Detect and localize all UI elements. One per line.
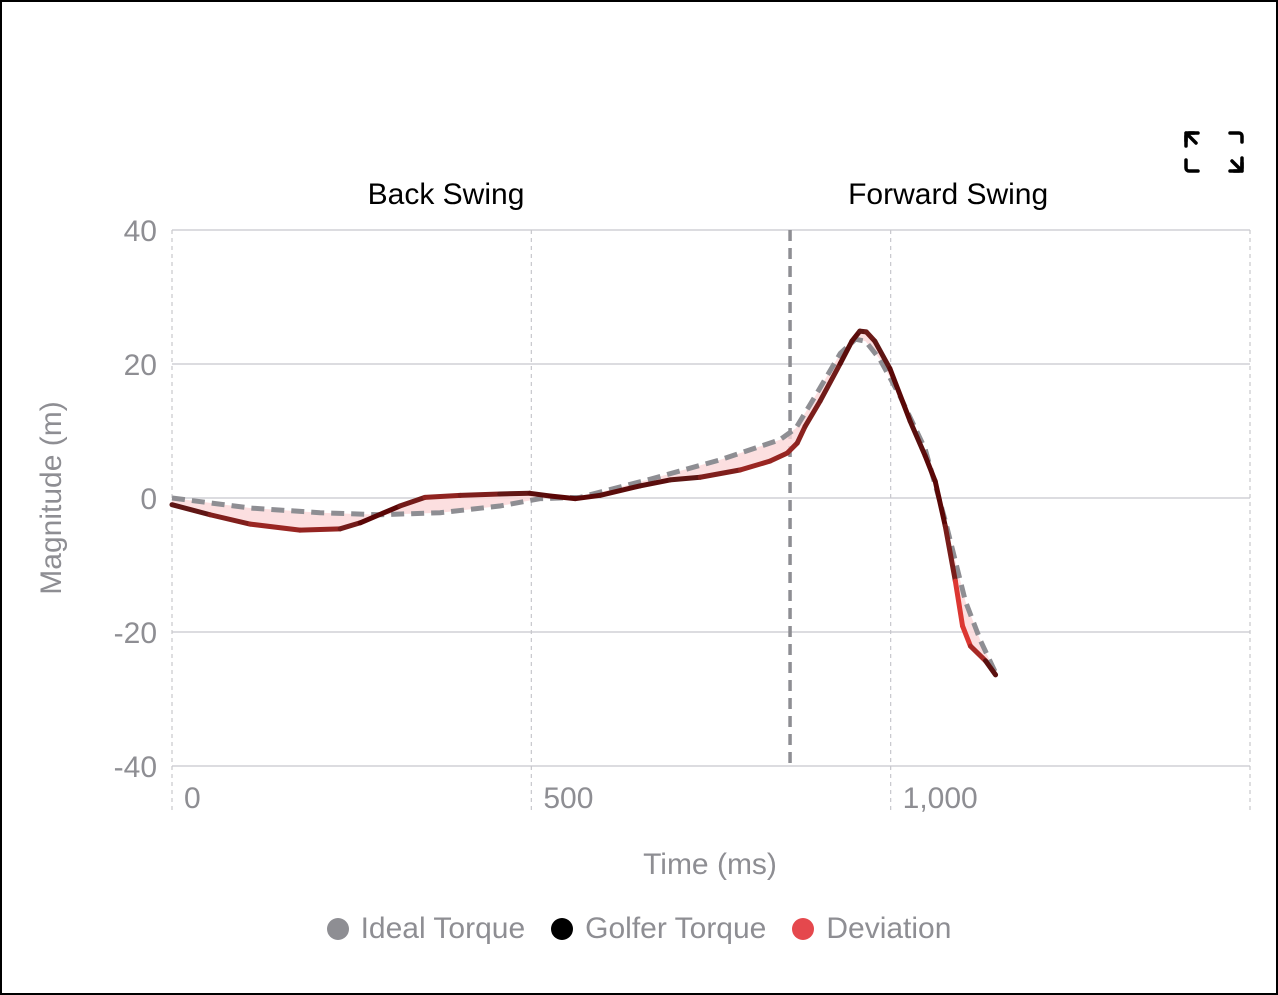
y-tick-label: 20	[124, 349, 157, 382]
golfer-torque-segment	[960, 623, 973, 649]
expand-icon	[1184, 131, 1244, 173]
legend-label: Deviation	[826, 912, 952, 945]
golfer-torque-segment	[457, 491, 503, 498]
golfer-torque-segment	[572, 492, 603, 502]
golfer-torque-segment	[922, 453, 938, 484]
golfer-torque-segment	[337, 520, 363, 532]
golfer-torque-segment	[247, 521, 303, 533]
expand-button[interactable]	[1182, 130, 1246, 174]
golfer-torque-segment	[887, 366, 913, 424]
golfer-torque-segment	[952, 578, 966, 629]
golfer-torque-segment	[967, 643, 989, 664]
golfer-torque-segment	[907, 418, 928, 459]
golfer-torque-segment	[802, 398, 823, 429]
golfer-torque-segment	[817, 360, 843, 404]
golfer-torque-segment	[667, 474, 703, 483]
x-tick-label: 1,000	[903, 782, 978, 815]
golfer-torque-segment	[932, 478, 948, 529]
legend-dot-icon	[551, 918, 574, 940]
golfer-torque-segment	[737, 458, 773, 473]
legend-label: Golfer Torque	[585, 912, 767, 945]
legend-label: Ideal Torque	[360, 912, 526, 945]
golfer-torque-segment	[397, 494, 428, 509]
y-tick-label: 40	[124, 215, 157, 248]
golfer-torque-segment	[357, 503, 403, 526]
golfer-torque-segment	[207, 512, 253, 527]
legend-dot-icon	[326, 918, 349, 940]
golfer-torque-segment	[497, 490, 533, 497]
legend-golfer[interactable]: Golfer Torque	[551, 912, 766, 946]
phase-label: Forward Swing	[848, 178, 1048, 211]
legend: Ideal Torque Golfer Torque Deviation	[0, 912, 1278, 946]
x-tick-label: 500	[543, 782, 593, 815]
y-axis-title: Magnitude (m)	[35, 401, 68, 594]
golfer-torque-segment	[872, 338, 893, 372]
legend-dot-icon	[792, 918, 815, 940]
y-tick-label: -40	[114, 751, 157, 784]
golfer-torque-segment	[942, 523, 958, 584]
legend-deviation[interactable]: Deviation	[792, 912, 951, 946]
ideal-torque-line	[171, 336, 998, 674]
golfer-torque-segment	[837, 338, 855, 366]
x-axis-title: Time (ms)	[643, 848, 777, 881]
golfer-torque-segment	[169, 502, 213, 518]
deviation-area	[172, 331, 996, 675]
golfer-torque-segment	[794, 423, 808, 446]
golfer-torque-segment	[547, 493, 578, 502]
golfer-torque-segment	[597, 483, 643, 498]
golfer-torque-segment	[422, 492, 463, 500]
golfer-torque-segment	[527, 490, 553, 499]
legend-ideal[interactable]: Ideal Torque	[326, 912, 526, 946]
y-tick-label: 0	[140, 483, 157, 516]
golfer-torque-segment	[767, 450, 790, 464]
golfer-torque-segment	[983, 658, 999, 678]
x-tick-label: 0	[184, 782, 201, 815]
phase-label: Back Swing	[368, 178, 525, 211]
golfer-torque-segment	[637, 477, 673, 489]
golfer-torque-segment	[297, 526, 343, 533]
y-tick-label: -20	[114, 617, 157, 650]
golfer-torque-segment	[697, 467, 743, 480]
